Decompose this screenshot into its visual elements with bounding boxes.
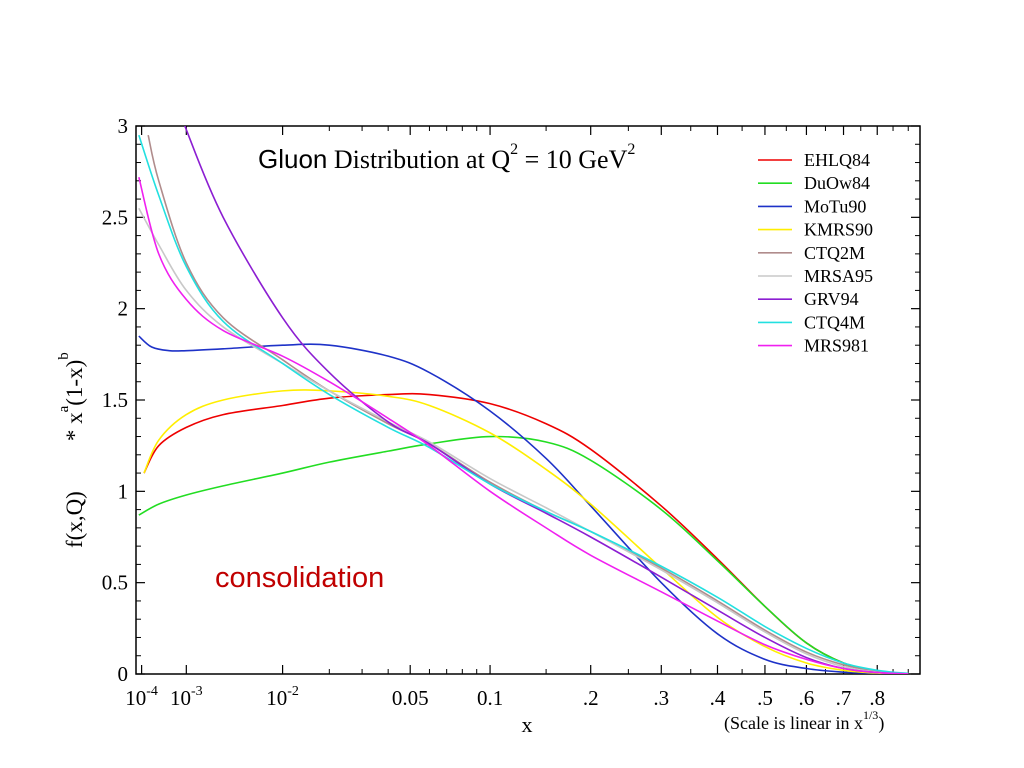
- y-tick-label: 1: [118, 479, 129, 503]
- legend-label: MRSA95: [804, 266, 873, 286]
- scale-note: (Scale is linear in x1/3): [724, 708, 884, 734]
- x-tick-label: 0.05: [392, 686, 429, 710]
- series-line-mrsa95: [138, 207, 909, 674]
- series-curves: [138, 126, 909, 674]
- x-tick-label: 10-4: [125, 684, 158, 710]
- y-tick-label: 0.5: [102, 571, 128, 595]
- consolidation-annotation: consolidation: [215, 562, 384, 594]
- legend: EHLQ84 DuOw84 MoTu90 KMRS90 CTQ2M MRSA95 GRV94…: [758, 150, 873, 356]
- legend-label: CTQ2M: [804, 243, 865, 263]
- y-tick-label: 3: [118, 114, 129, 138]
- x-tick-label: .8: [869, 686, 885, 710]
- series-line-kmrs90: [143, 389, 909, 674]
- y-tick-labels: 0 0.5 1 1.5 2 2.5 3: [102, 114, 128, 686]
- series-line-duow84: [138, 435, 909, 674]
- x-axis-label: x: [522, 712, 533, 737]
- x-tick-label: 0.1: [477, 686, 503, 710]
- legend-label: CTQ4M: [804, 312, 865, 332]
- y-tick-label: 2.5: [102, 205, 128, 229]
- y-axis-label: f(x,Q)* xa(1-x)b: [56, 352, 87, 548]
- x-tick-label: .5: [757, 686, 773, 710]
- y-tick-label: 2: [118, 297, 129, 321]
- y-tick-label: 1.5: [102, 388, 128, 412]
- chart-title: Gluon Distribution at Q2 = 10 GeV2: [258, 141, 635, 174]
- legend-label: MRS981: [804, 336, 869, 356]
- series-line-ctq2m: [147, 134, 909, 674]
- x-tick-label: .7: [836, 686, 852, 710]
- legend-label: MoTu90: [804, 196, 866, 216]
- x-tick-labels: 10-4 10-3 10-2 0.05 0.1 .2 .3 .4 .5 .6 .7 .8: [125, 684, 885, 710]
- x-tick-label: 10-2: [266, 684, 299, 710]
- x-tick-label: .2: [583, 686, 599, 710]
- series-line-motu90: [138, 335, 909, 674]
- x-tick-label: .4: [710, 686, 726, 710]
- y-tick-label: 0: [118, 662, 129, 686]
- x-tick-label: .6: [799, 686, 815, 710]
- legend-label: EHLQ84: [804, 150, 870, 170]
- series-line-ctq4m: [138, 134, 909, 674]
- legend-label: DuOw84: [804, 173, 870, 193]
- series-line-mrs981: [138, 176, 909, 674]
- x-tick-label: .3: [653, 686, 669, 710]
- legend-label: KMRS90: [804, 220, 873, 240]
- x-tick-label: 10-3: [170, 684, 203, 710]
- svg-text:f(x,Q)* xa(1-x)b: f(x,Q)* xa(1-x)b: [56, 352, 87, 548]
- title-gluon: Gluon: [258, 144, 327, 174]
- series-line-grv94: [184, 126, 909, 674]
- legend-label: GRV94: [804, 289, 859, 309]
